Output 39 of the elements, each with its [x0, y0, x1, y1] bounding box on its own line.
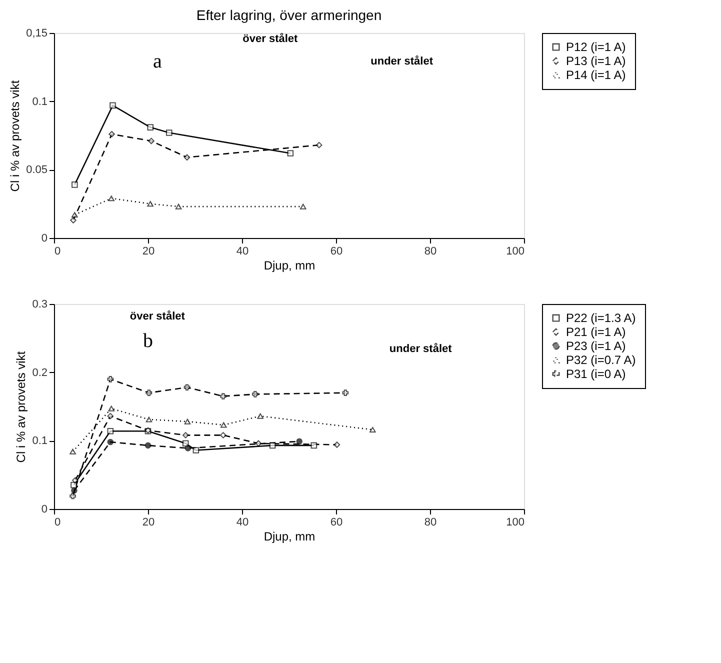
annotation: a: [152, 50, 162, 73]
legend-label: P21 (i=1 A): [566, 325, 626, 339]
x-tick-label: 80: [424, 516, 437, 528]
y-axis-title: Cl i % av provets vikt: [14, 350, 28, 463]
x-tick-label: 40: [236, 516, 249, 528]
x-tick-label: 100: [506, 516, 524, 528]
y-tick-label: 0.2: [32, 366, 48, 379]
y-tick-label: 0.3: [32, 298, 48, 310]
x-tick-label: 60: [330, 246, 343, 258]
y-tick-label: 0.1: [32, 96, 48, 108]
legend-label: P23 (i=1 A): [566, 339, 626, 353]
x-tick-label: 0: [54, 516, 61, 528]
annotation: under stålet: [370, 54, 434, 68]
annotation: över stålet: [130, 309, 186, 322]
x-tick-label: 20: [142, 246, 155, 258]
annotation: över stålet: [242, 32, 298, 46]
x-tick-label: 40: [236, 246, 249, 258]
x-tick-label: 20: [142, 516, 155, 528]
annotation: under stålet: [389, 342, 452, 356]
y-tick-label: 0: [41, 232, 48, 244]
legend-label: P22 (i=1.3 A): [566, 311, 636, 325]
legend-label: P32 (i=0.7 A): [566, 353, 636, 367]
legend-label: P12 (i=1 A): [566, 40, 626, 54]
legend-label: P14 (i=1 A): [566, 68, 626, 82]
y-tick-label: 0: [41, 504, 48, 516]
legend-label: P13 (i=1 A): [566, 54, 626, 68]
x-axis-title: Djup, mm: [264, 258, 316, 272]
chart-title: Efter lagring, över armeringen: [196, 7, 382, 23]
y-tick-label: 0.05: [26, 164, 48, 176]
y-tick-label: 0,15: [26, 28, 48, 40]
x-tick-label: 100: [506, 246, 524, 258]
x-tick-label: 0: [54, 246, 61, 258]
x-tick-label: 80: [424, 246, 437, 258]
y-axis-title: Cl i % av provets vikt: [8, 80, 22, 192]
legend-label: P31 (i=0 A): [566, 367, 626, 381]
x-axis-title: Djup, mm: [264, 530, 316, 544]
x-tick-label: 60: [330, 516, 343, 528]
y-tick-label: 0.1: [32, 435, 48, 448]
annotation: b: [143, 330, 153, 352]
